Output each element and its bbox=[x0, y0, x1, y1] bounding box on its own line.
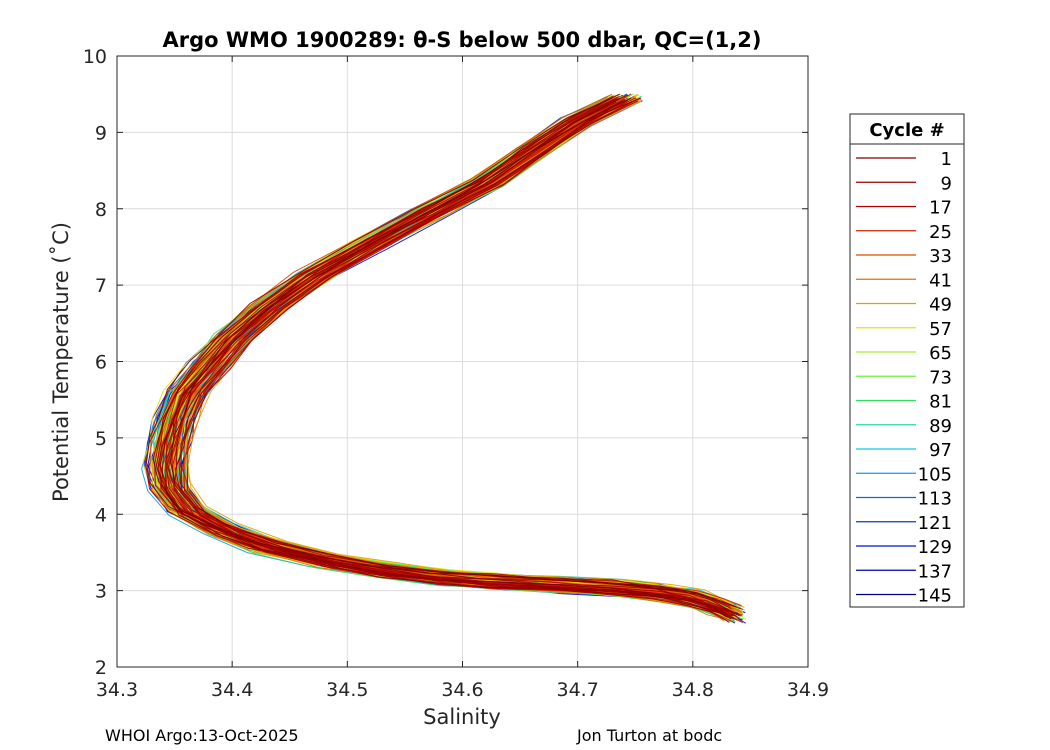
x-tick-label: 34.3 bbox=[96, 679, 138, 701]
legend-label: 73 bbox=[929, 367, 952, 388]
legend-label: 17 bbox=[929, 198, 952, 219]
legend-label: 97 bbox=[929, 440, 952, 461]
profile-line bbox=[174, 99, 733, 619]
legend-label: 25 bbox=[929, 222, 952, 243]
footer-left: WHOI Argo:13-Oct-2025 bbox=[105, 726, 299, 745]
profile-line bbox=[166, 97, 726, 616]
profile-line bbox=[165, 95, 731, 607]
x-tick-label: 34.5 bbox=[326, 679, 368, 701]
legend-label: 81 bbox=[929, 392, 952, 413]
x-tick-label: 34.6 bbox=[441, 679, 483, 701]
legend-label: 33 bbox=[929, 246, 952, 267]
x-axis-label: Salinity bbox=[423, 705, 501, 729]
y-tick-label: 10 bbox=[83, 46, 107, 68]
y-tick-label: 6 bbox=[95, 352, 107, 374]
y-axis-label: Potential Temperature (˚C) bbox=[49, 222, 73, 502]
legend-box bbox=[849, 113, 965, 608]
legend-label: 1 bbox=[941, 149, 952, 170]
profile-line bbox=[186, 99, 740, 616]
axis-ticks: 34.3 34.4 34.5 34.6 34.7 34.8 34.9 2 3 4 5 6 7 8 9 10 bbox=[83, 46, 829, 701]
legend-label: 9 bbox=[941, 173, 952, 194]
legend-label: 113 bbox=[918, 489, 952, 510]
x-tick-label: 34.4 bbox=[211, 679, 253, 701]
y-tick-label: 2 bbox=[95, 657, 107, 679]
chart-title: Argo WMO 1900289: θ-S below 500 dbar, QC… bbox=[163, 28, 762, 52]
y-tick-label: 9 bbox=[95, 122, 107, 144]
legend-label: 89 bbox=[929, 416, 952, 437]
legend-label: 65 bbox=[929, 343, 952, 364]
y-tick-label: 3 bbox=[95, 581, 107, 603]
x-tick-label: 34.9 bbox=[787, 679, 829, 701]
profile-lines bbox=[141, 93, 747, 624]
profile-line bbox=[159, 97, 737, 617]
legend-label: 129 bbox=[918, 537, 952, 558]
legend-label: 145 bbox=[918, 586, 952, 607]
legend-label: 41 bbox=[929, 270, 952, 291]
y-tick-label: 5 bbox=[95, 428, 107, 450]
legend-label: 49 bbox=[929, 295, 952, 316]
profile-line bbox=[169, 95, 737, 608]
legend-label: 105 bbox=[918, 464, 952, 485]
y-tick-label: 4 bbox=[95, 504, 107, 526]
legend-label: 57 bbox=[929, 319, 952, 340]
profile-line bbox=[146, 97, 730, 611]
legend-title: Cycle # bbox=[869, 120, 944, 141]
x-tick-label: 34.7 bbox=[557, 679, 599, 701]
x-tick-label: 34.8 bbox=[672, 679, 714, 701]
y-tick-label: 7 bbox=[95, 275, 107, 297]
y-tick-label: 8 bbox=[95, 199, 107, 221]
legend-label: 121 bbox=[918, 513, 952, 534]
footer-right: Jon Turton at bodc bbox=[577, 726, 723, 745]
legend-label: 137 bbox=[918, 561, 952, 582]
legend: Cycle # 1 9 17 25 33 41 49 57 65 73 81 89 97 105 113 12… bbox=[849, 113, 965, 608]
profile-line bbox=[157, 100, 732, 620]
